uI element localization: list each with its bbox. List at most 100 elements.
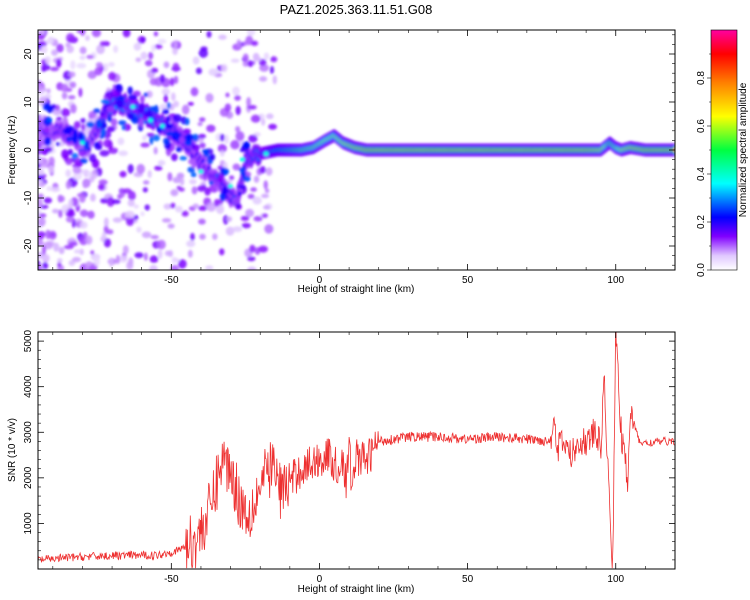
noise-blob — [173, 100, 180, 108]
band-blob — [88, 153, 97, 163]
noise-blob — [60, 108, 71, 117]
band-blob — [67, 148, 74, 156]
noise-blob — [108, 71, 117, 81]
band-blob — [100, 99, 110, 105]
noise-blob — [103, 138, 113, 148]
noise-blob — [272, 75, 277, 85]
noise-blob — [250, 114, 261, 123]
noise-blob — [192, 56, 200, 65]
noise-blob — [232, 86, 240, 96]
noise-blob — [153, 146, 158, 155]
noise-blob — [236, 39, 242, 48]
noise-blob — [142, 134, 147, 141]
noise-blob — [93, 256, 100, 267]
noise-blob — [179, 177, 185, 186]
noise-blob — [258, 245, 268, 253]
snr-panel: -50 0 50 100 1000 2000 3000 4000 5000 Height of … — [7, 330, 676, 595]
band-blob — [224, 168, 229, 175]
noise-blob — [225, 92, 230, 98]
noise-blob — [169, 77, 175, 87]
noise-blob — [243, 40, 248, 46]
noise-blob — [150, 234, 159, 240]
noise-blob — [246, 97, 252, 107]
noise-blob — [154, 44, 163, 50]
noise-blob — [149, 255, 159, 263]
noise-blob — [86, 170, 92, 178]
noise-blob — [161, 88, 171, 96]
noise-blob — [90, 169, 98, 179]
bright-spot — [148, 118, 154, 123]
noise-blob — [249, 244, 256, 253]
band-blob — [137, 103, 145, 114]
noise-blob — [41, 245, 46, 256]
noise-blob — [63, 244, 74, 250]
band-blob — [139, 95, 145, 103]
noise-blob — [126, 261, 134, 270]
band-blob — [182, 128, 191, 134]
noise-blob — [65, 216, 75, 223]
noise-blob — [149, 264, 158, 270]
noise-blob — [135, 57, 142, 63]
noise-blob — [235, 105, 241, 116]
x-tick-label: -50 — [164, 275, 179, 286]
band-blob — [66, 136, 73, 142]
noise-blob — [38, 213, 47, 218]
noise-blob — [73, 249, 82, 254]
band-blob — [221, 186, 229, 195]
band-blob — [79, 157, 88, 164]
noise-blob — [53, 242, 60, 252]
band-blob — [80, 123, 86, 131]
noise-blob — [151, 67, 159, 74]
noise-blob — [253, 175, 260, 183]
band-blob — [238, 184, 246, 190]
noise-blob — [245, 208, 255, 218]
noise-blob — [173, 40, 178, 49]
band-blob — [78, 131, 84, 141]
colorbar-tick-label: 0.6 — [696, 119, 707, 133]
noise-blob — [127, 190, 136, 201]
noise-blob — [205, 93, 214, 103]
band-blob — [131, 116, 139, 124]
noise-blob — [224, 134, 229, 145]
noise-blob — [140, 51, 148, 60]
noise-blob — [115, 254, 121, 265]
noise-blob — [242, 53, 249, 62]
noise-blob — [216, 204, 225, 215]
noise-blob — [134, 252, 144, 259]
noise-blob — [226, 216, 233, 222]
band-blob — [117, 120, 127, 126]
noise-blob — [45, 39, 55, 44]
band-blob — [238, 167, 246, 173]
noise-blob — [98, 183, 105, 191]
bright-spot — [79, 140, 85, 145]
noise-blob — [195, 67, 203, 75]
band-blob — [106, 126, 116, 133]
noise-blob — [46, 88, 51, 94]
noise-blob — [258, 76, 268, 82]
band-blob — [172, 113, 182, 123]
noise-blob — [51, 49, 59, 56]
noise-blob — [56, 116, 63, 121]
noise-blob — [80, 117, 87, 124]
noise-blob — [100, 198, 108, 204]
noise-blob — [68, 71, 76, 78]
noise-blob — [167, 172, 173, 182]
noise-blob — [261, 213, 268, 218]
band-blob — [201, 149, 210, 154]
noise-blob — [259, 166, 267, 174]
noise-blob — [186, 240, 196, 248]
band-blob — [61, 149, 69, 159]
noise-blob — [48, 156, 55, 166]
colorbar-ticks: 0.0 0.2 0.4 0.6 0.8 — [696, 53, 711, 277]
colorbar-tick-label: 0.8 — [696, 71, 707, 85]
noise-blob — [263, 52, 270, 60]
band-blob — [115, 99, 124, 109]
noise-blob — [250, 187, 257, 192]
noise-blob — [181, 210, 189, 217]
noise-blob — [43, 197, 53, 204]
band-blob — [44, 146, 53, 153]
noise-blob — [122, 245, 129, 255]
noise-blob — [39, 163, 50, 168]
noise-blob — [247, 60, 254, 68]
noise-blob — [156, 239, 166, 250]
